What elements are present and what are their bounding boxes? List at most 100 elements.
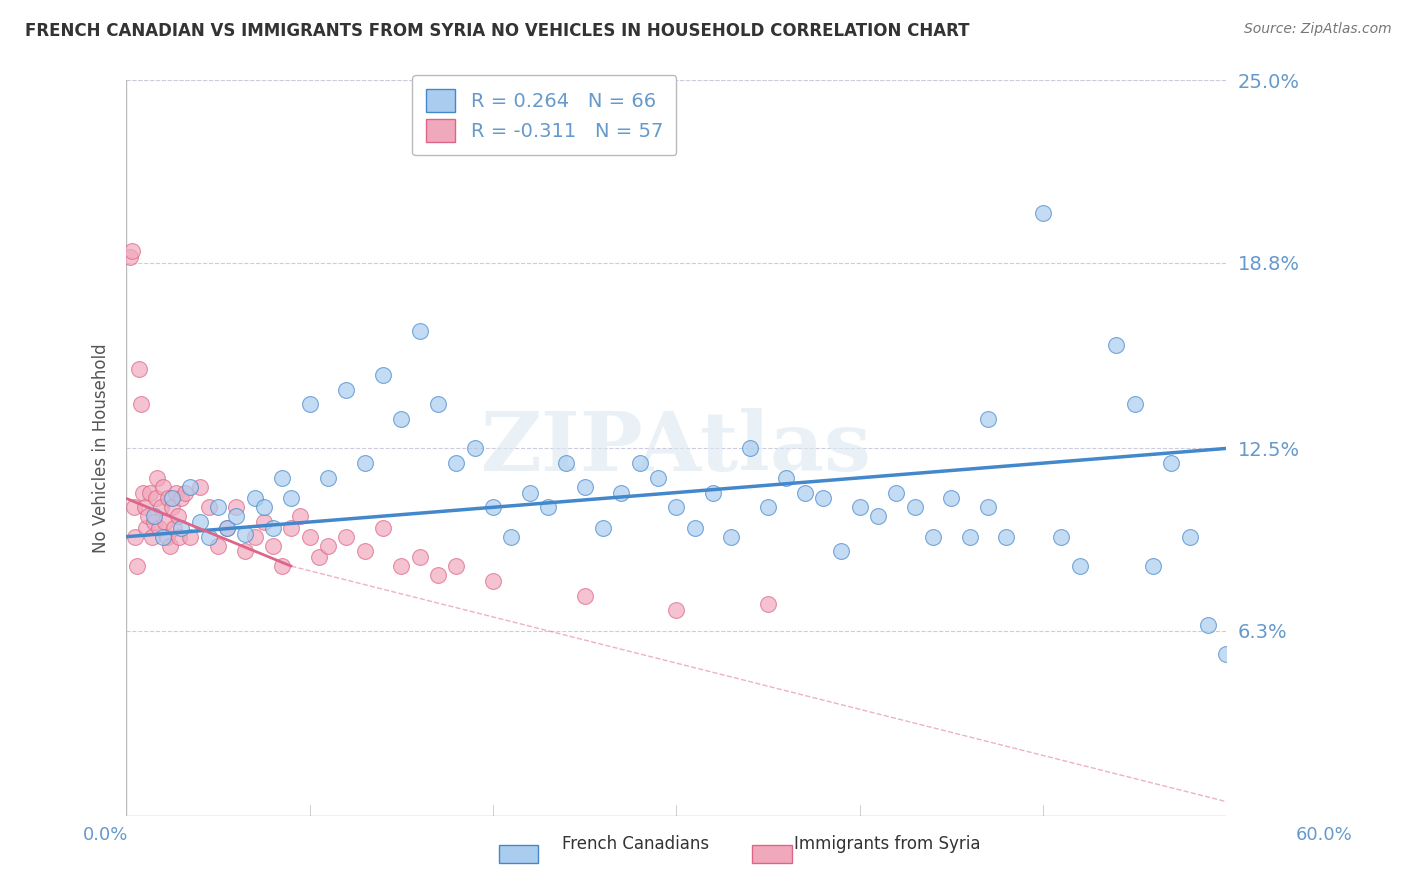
Point [1215, 648, 1237, 662]
Point [371, 368, 394, 382]
Point [482, 574, 505, 588]
Point [122, 500, 145, 515]
Point [941, 491, 963, 506]
Point [665, 603, 688, 617]
Point [628, 456, 651, 470]
Legend: R = 0.264   N = 66, R = -0.311   N = 57: R = 0.264 N = 66, R = -0.311 N = 57 [412, 76, 676, 155]
Point [408, 550, 430, 565]
Point [1069, 559, 1091, 574]
Point [308, 550, 330, 565]
Point [537, 500, 560, 515]
Point [389, 559, 412, 574]
Point [665, 500, 688, 515]
Point [142, 515, 165, 529]
Point [217, 521, 239, 535]
Point [136, 509, 159, 524]
Point [389, 412, 412, 426]
Point [170, 521, 193, 535]
Point [160, 500, 183, 515]
Point [408, 324, 430, 338]
Text: FRENCH CANADIAN VS IMMIGRANTS FROM SYRIA NO VEHICLES IN HOUSEHOLD CORRELATION CH: FRENCH CANADIAN VS IMMIGRANTS FROM SYRIA… [25, 22, 970, 40]
Text: Immigrants from Syria: Immigrants from Syria [794, 835, 981, 853]
Point [738, 442, 761, 456]
Text: French Canadians: French Canadians [562, 835, 710, 853]
Point [148, 521, 170, 535]
Point [145, 491, 167, 506]
Point [153, 515, 176, 529]
Point [198, 530, 221, 544]
Point [188, 480, 211, 494]
Point [574, 589, 596, 603]
Point [179, 480, 201, 494]
Point [207, 500, 229, 515]
Point [179, 530, 201, 544]
Point [262, 539, 284, 553]
Point [235, 526, 257, 541]
Point [1160, 456, 1182, 470]
Point [811, 491, 834, 506]
Point [129, 397, 152, 411]
Point [225, 509, 247, 524]
Point [188, 515, 211, 529]
Point [150, 500, 173, 515]
Point [519, 485, 541, 500]
Point [1178, 530, 1201, 544]
Point [592, 521, 614, 535]
Point [720, 530, 742, 544]
Point [253, 500, 276, 515]
Point [166, 509, 188, 524]
Point [298, 397, 321, 411]
Point [128, 362, 150, 376]
Point [446, 456, 468, 470]
Point [280, 521, 302, 535]
Point [243, 491, 266, 506]
Text: ZIPAtlas: ZIPAtlas [481, 409, 872, 489]
Point [169, 530, 191, 544]
Text: 0.0%: 0.0% [83, 826, 128, 844]
Point [316, 539, 339, 553]
Point [243, 530, 266, 544]
Point [217, 521, 239, 535]
Point [482, 500, 505, 515]
Point [271, 559, 294, 574]
Point [152, 480, 174, 494]
Point [141, 530, 163, 544]
Point [977, 412, 1000, 426]
Point [316, 471, 339, 485]
Point [160, 491, 183, 506]
Point [127, 559, 149, 574]
Point [121, 244, 143, 259]
Point [142, 509, 165, 524]
Point [610, 485, 633, 500]
Text: Source: ZipAtlas.com: Source: ZipAtlas.com [1244, 22, 1392, 37]
Point [152, 530, 174, 544]
Point [253, 515, 276, 529]
Point [280, 491, 302, 506]
Point [756, 598, 779, 612]
Point [271, 471, 294, 485]
Point [135, 521, 157, 535]
Point [427, 397, 450, 411]
Point [1105, 338, 1128, 352]
Point [235, 544, 257, 558]
Point [647, 471, 669, 485]
Point [146, 471, 169, 485]
Point [124, 530, 146, 544]
Point [793, 485, 815, 500]
Point [464, 442, 486, 456]
Point [446, 559, 468, 574]
Point [353, 544, 375, 558]
Point [157, 491, 180, 506]
Point [298, 530, 321, 544]
Text: 60.0%: 60.0% [1296, 826, 1353, 844]
Point [207, 539, 229, 553]
Point [1050, 530, 1073, 544]
Point [139, 485, 162, 500]
Point [959, 530, 981, 544]
Point [886, 485, 908, 500]
Point [775, 471, 797, 485]
Point [683, 521, 706, 535]
Point [159, 539, 181, 553]
Point [574, 480, 596, 494]
Point [163, 521, 186, 535]
